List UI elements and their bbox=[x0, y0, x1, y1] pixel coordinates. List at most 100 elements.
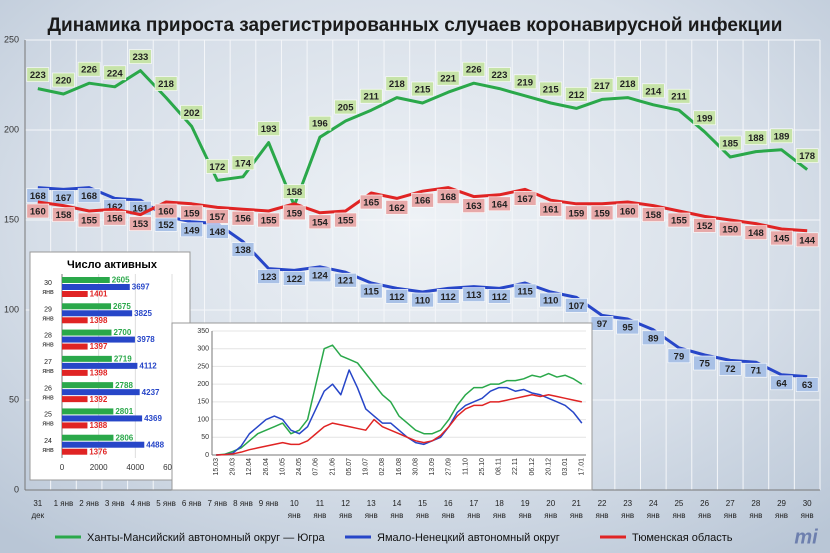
x-tick-label: 19.07 bbox=[363, 458, 370, 476]
data-label: 156 bbox=[235, 214, 251, 225]
data-label: 167 bbox=[56, 193, 72, 204]
label-box bbox=[539, 201, 563, 217]
x-tick-label: 20.12 bbox=[545, 458, 552, 476]
data-label: 215 bbox=[543, 85, 560, 96]
data-label: 159 bbox=[184, 208, 200, 219]
data-label: 124 bbox=[312, 270, 329, 281]
x-tick-label: 31 дек bbox=[32, 499, 45, 520]
label-box bbox=[180, 222, 203, 238]
y-tick-label: 24 янв bbox=[42, 438, 54, 454]
data-label: 152 bbox=[697, 221, 713, 232]
label-box bbox=[693, 218, 716, 233]
data-label: 156 bbox=[107, 214, 123, 225]
x-tick-label: 30 янв bbox=[801, 499, 814, 520]
label-box bbox=[308, 115, 332, 131]
data-label: 152 bbox=[158, 220, 174, 231]
x-tick-label: 17.01 bbox=[579, 458, 586, 476]
data-label: 159 bbox=[594, 208, 610, 219]
bar bbox=[62, 389, 140, 396]
data-label: 1376 bbox=[89, 447, 107, 456]
label-box bbox=[359, 88, 383, 104]
data-label: 215 bbox=[415, 85, 432, 96]
label-box bbox=[206, 224, 229, 239]
x-tick-label: 1 янв bbox=[54, 499, 74, 508]
label-box bbox=[462, 287, 486, 302]
y-tick-label: 100 bbox=[197, 416, 209, 423]
x-tick-label: 16 янв bbox=[442, 499, 455, 520]
label-box bbox=[180, 205, 203, 221]
y-tick-label: 150 bbox=[197, 399, 209, 406]
data-label: 218 bbox=[158, 79, 174, 90]
history-inset: 0 50 100 150 200 250 300 350 15.03 29.03 12.04 26.0… bbox=[171, 322, 593, 491]
data-label: 63 bbox=[802, 380, 813, 391]
label-box bbox=[103, 65, 127, 81]
data-label: 123 bbox=[261, 272, 277, 283]
label-box bbox=[231, 210, 255, 226]
x-tick-label: 15.03 bbox=[213, 458, 220, 476]
y-tick-label: 50 bbox=[9, 394, 19, 404]
label-box bbox=[462, 198, 486, 213]
data-label: 2806 bbox=[115, 433, 133, 442]
label-box bbox=[462, 61, 486, 77]
data-label: 72 bbox=[725, 364, 736, 375]
data-label: 202 bbox=[184, 108, 200, 119]
x-tick-label: 17 янв bbox=[467, 499, 480, 520]
data-label: 148 bbox=[748, 228, 764, 239]
x-tick-label: 07.06 bbox=[313, 458, 320, 476]
y-tick-label: 300 bbox=[197, 346, 209, 353]
label-box bbox=[642, 330, 665, 346]
label-box bbox=[411, 292, 434, 308]
data-label: 112 bbox=[389, 292, 404, 303]
y-tick-label: 29 янв bbox=[42, 306, 54, 322]
x-tick-label: 22 янв bbox=[596, 499, 609, 520]
data-label: 168 bbox=[440, 192, 456, 203]
legend-label: Ямало-Ненецкий автономный округ bbox=[377, 532, 560, 544]
series-line bbox=[37, 186, 808, 233]
data-label: 150 bbox=[722, 225, 738, 236]
label-box bbox=[488, 196, 511, 212]
data-label: 95 bbox=[622, 323, 633, 334]
bar bbox=[62, 329, 112, 336]
x-tick-label: 22.11 bbox=[512, 458, 519, 475]
y-tick-label: 200 bbox=[4, 124, 19, 134]
bar bbox=[62, 317, 88, 324]
y-tick-label: 28 янв bbox=[42, 333, 54, 349]
data-label: 161 bbox=[132, 204, 149, 215]
x-tick-label: 12.04 bbox=[246, 458, 253, 476]
label-box bbox=[436, 289, 460, 304]
x-tick-label: 24 янв bbox=[647, 499, 660, 520]
data-label: 1392 bbox=[90, 395, 108, 404]
label-box bbox=[231, 155, 255, 171]
data-label: 1401 bbox=[90, 290, 108, 299]
x-tick-label: 7 янв bbox=[208, 499, 228, 508]
data-label: 97 bbox=[597, 319, 608, 330]
label-box bbox=[103, 210, 127, 226]
label-box bbox=[180, 105, 203, 120]
inset-title: Число активных bbox=[67, 259, 158, 271]
data-label: 223 bbox=[30, 70, 46, 81]
label-box bbox=[282, 205, 306, 221]
data-label: 2675 bbox=[113, 302, 131, 311]
x-tick-label: 13 янв bbox=[365, 499, 378, 520]
x-tick-label: 30.08 bbox=[412, 458, 419, 476]
x-tick-label: 24.05 bbox=[296, 458, 303, 476]
data-label: 188 bbox=[748, 133, 764, 144]
data-label: 211 bbox=[671, 92, 687, 103]
x-tick-label: 02.08 bbox=[379, 458, 386, 476]
bar bbox=[62, 434, 114, 441]
data-label: 226 bbox=[466, 65, 482, 76]
label-box bbox=[26, 67, 50, 82]
x-tick-label: 4000 bbox=[126, 463, 144, 472]
label-box bbox=[154, 76, 178, 91]
label-box bbox=[693, 355, 716, 371]
label-box bbox=[411, 81, 434, 97]
label-box bbox=[718, 135, 742, 151]
x-tick-label: 3 янв bbox=[105, 499, 125, 508]
data-label: 226 bbox=[81, 65, 97, 76]
x-tick-label: 10 янв bbox=[288, 499, 301, 520]
x-tick-label: 08.11 bbox=[496, 458, 503, 475]
bar bbox=[62, 408, 114, 415]
label-box bbox=[642, 207, 665, 222]
data-label: 155 bbox=[671, 216, 688, 227]
label-box bbox=[282, 184, 306, 199]
